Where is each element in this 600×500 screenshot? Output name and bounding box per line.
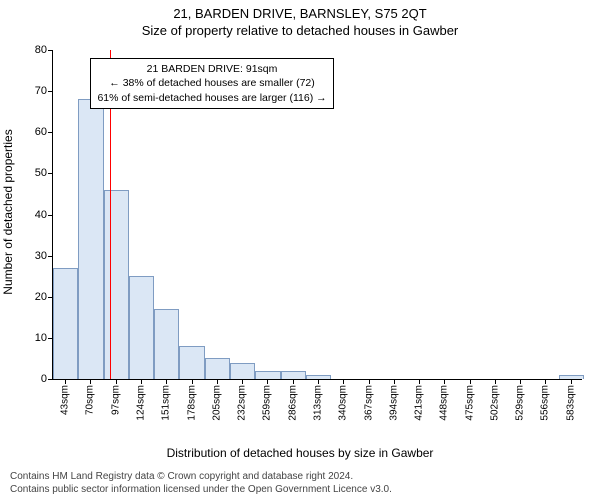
histogram-bar <box>104 190 129 379</box>
x-tick-mark <box>394 379 395 384</box>
x-tick-mark <box>192 379 193 384</box>
x-tick-mark <box>545 379 546 384</box>
histogram-bar <box>205 358 230 379</box>
histogram-bar <box>129 276 154 379</box>
x-tick-mark <box>369 379 370 384</box>
y-axis-label: Number of detached properties <box>1 129 15 294</box>
y-tick-label: 10 <box>35 332 47 344</box>
x-tick-mark <box>444 379 445 384</box>
x-tick-mark <box>495 379 496 384</box>
x-tick-mark <box>166 379 167 384</box>
histogram-bar <box>255 371 280 379</box>
footer-line2: Contains public sector information licen… <box>10 484 392 497</box>
x-tick-label: 205sqm <box>211 385 222 421</box>
x-tick-label: 556sqm <box>540 385 551 421</box>
x-axis-label: Distribution of detached houses by size … <box>0 446 600 460</box>
x-tick-mark <box>90 379 91 384</box>
x-tick-label: 367sqm <box>363 385 374 421</box>
y-tick-mark <box>48 215 53 216</box>
x-tick-mark <box>318 379 319 384</box>
x-tick-mark <box>267 379 268 384</box>
y-tick-label: 70 <box>35 85 47 97</box>
x-tick-label: 502sqm <box>489 385 500 421</box>
x-tick-mark <box>293 379 294 384</box>
histogram-bar <box>78 99 103 379</box>
page-title-line2: Size of property relative to detached ho… <box>0 21 600 42</box>
y-tick-label: 80 <box>35 44 47 56</box>
footer-attribution: Contains HM Land Registry data © Crown c… <box>10 471 392 496</box>
y-tick-label: 20 <box>35 291 47 303</box>
y-tick-mark <box>48 173 53 174</box>
x-tick-label: 286sqm <box>287 385 298 421</box>
x-tick-label: 475sqm <box>464 385 475 421</box>
x-tick-mark <box>520 379 521 384</box>
x-tick-label: 43sqm <box>60 385 71 415</box>
x-tick-label: 70sqm <box>85 385 96 415</box>
page-title-line1: 21, BARDEN DRIVE, BARNSLEY, S75 2QT <box>0 0 600 21</box>
x-tick-mark <box>116 379 117 384</box>
x-tick-mark <box>242 379 243 384</box>
y-tick-mark <box>48 256 53 257</box>
x-tick-label: 151sqm <box>161 385 172 421</box>
footer-line1: Contains HM Land Registry data © Crown c… <box>10 471 392 484</box>
y-tick-mark <box>48 91 53 92</box>
x-tick-label: 259sqm <box>262 385 273 421</box>
x-tick-mark <box>217 379 218 384</box>
y-tick-mark <box>48 50 53 51</box>
annotation-line3: 61% of semi-detached houses are larger (… <box>97 91 326 105</box>
annotation-line1: 21 BARDEN DRIVE: 91sqm <box>97 62 326 76</box>
histogram-bar <box>230 363 255 379</box>
x-tick-mark <box>419 379 420 384</box>
x-tick-label: 529sqm <box>515 385 526 421</box>
x-tick-mark <box>470 379 471 384</box>
chart-container: Number of detached properties 0102030405… <box>0 42 600 442</box>
x-tick-label: 178sqm <box>186 385 197 421</box>
x-tick-label: 232sqm <box>237 385 248 421</box>
histogram-bar <box>154 309 179 379</box>
x-tick-label: 340sqm <box>338 385 349 421</box>
x-tick-label: 583sqm <box>565 385 576 421</box>
x-tick-label: 394sqm <box>388 385 399 421</box>
x-tick-label: 97sqm <box>110 385 121 415</box>
annotation-box: 21 BARDEN DRIVE: 91sqm← 38% of detached … <box>90 58 333 109</box>
y-tick-label: 60 <box>35 126 47 138</box>
x-tick-label: 313sqm <box>312 385 323 421</box>
x-tick-mark <box>65 379 66 384</box>
annotation-line2: ← 38% of detached houses are smaller (72… <box>97 76 326 90</box>
x-tick-mark <box>571 379 572 384</box>
histogram-bar <box>306 375 331 379</box>
y-tick-label: 30 <box>35 250 47 262</box>
y-tick-mark <box>48 379 53 380</box>
histogram-bar <box>179 346 204 379</box>
x-tick-label: 421sqm <box>414 385 425 421</box>
x-tick-mark <box>343 379 344 384</box>
x-tick-label: 124sqm <box>136 385 147 421</box>
y-tick-mark <box>48 132 53 133</box>
histogram-plot: 0102030405060708043sqm70sqm97sqm124sqm15… <box>52 50 582 380</box>
y-tick-label: 50 <box>35 167 47 179</box>
x-tick-mark <box>141 379 142 384</box>
x-tick-label: 448sqm <box>439 385 450 421</box>
histogram-bar <box>53 268 78 379</box>
y-tick-label: 0 <box>41 373 47 385</box>
y-tick-label: 40 <box>35 209 47 221</box>
histogram-bar <box>281 371 306 379</box>
histogram-bar <box>559 375 584 379</box>
